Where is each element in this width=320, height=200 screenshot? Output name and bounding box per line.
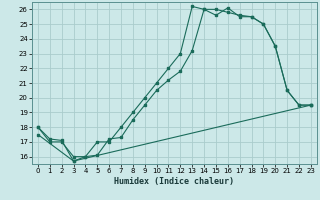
X-axis label: Humidex (Indice chaleur): Humidex (Indice chaleur) [115, 177, 234, 186]
